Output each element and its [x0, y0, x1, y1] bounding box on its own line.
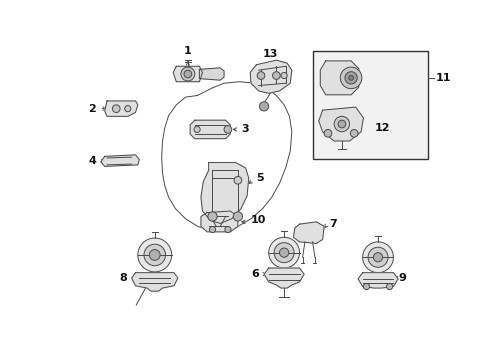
Circle shape	[272, 72, 280, 80]
Circle shape	[143, 244, 165, 266]
Text: 4: 4	[88, 156, 96, 166]
Polygon shape	[104, 101, 138, 116]
Polygon shape	[357, 273, 397, 288]
Circle shape	[224, 126, 231, 133]
Text: 1: 1	[183, 46, 191, 56]
Circle shape	[183, 70, 191, 78]
Text: 11: 11	[435, 73, 450, 83]
Circle shape	[373, 253, 382, 262]
Text: 3: 3	[241, 125, 248, 134]
Polygon shape	[131, 273, 178, 291]
Text: 13: 13	[262, 49, 277, 59]
Circle shape	[386, 283, 392, 289]
Polygon shape	[199, 68, 224, 80]
Circle shape	[138, 238, 171, 272]
Text: 12: 12	[373, 123, 389, 133]
Circle shape	[362, 242, 393, 273]
Circle shape	[194, 126, 200, 132]
Circle shape	[257, 72, 264, 80]
Circle shape	[124, 105, 131, 112]
Text: 9: 9	[397, 273, 405, 283]
Circle shape	[333, 116, 349, 132]
Polygon shape	[318, 107, 363, 141]
Text: 6: 6	[251, 269, 259, 279]
Circle shape	[274, 243, 293, 263]
Circle shape	[363, 283, 369, 289]
Circle shape	[209, 226, 215, 233]
Circle shape	[207, 212, 217, 221]
Polygon shape	[101, 155, 139, 166]
Text: 8: 8	[119, 273, 127, 283]
Text: 5: 5	[256, 173, 264, 183]
Circle shape	[259, 102, 268, 111]
Circle shape	[348, 76, 353, 80]
Circle shape	[181, 67, 194, 81]
Polygon shape	[293, 222, 324, 243]
Bar	[312, 51, 427, 159]
Polygon shape	[250, 60, 291, 93]
Polygon shape	[320, 61, 358, 95]
Circle shape	[268, 237, 299, 268]
Circle shape	[233, 212, 242, 221]
Circle shape	[367, 247, 387, 267]
Polygon shape	[201, 163, 248, 223]
Text: 10: 10	[250, 215, 265, 225]
Circle shape	[224, 226, 230, 233]
Polygon shape	[190, 120, 230, 139]
Circle shape	[281, 72, 286, 78]
Circle shape	[344, 72, 357, 84]
Circle shape	[340, 67, 361, 89]
Text: 2: 2	[88, 104, 96, 114]
Circle shape	[324, 130, 331, 137]
Circle shape	[279, 248, 288, 257]
Text: 7: 7	[328, 219, 336, 229]
Polygon shape	[264, 268, 304, 288]
Circle shape	[337, 120, 345, 128]
Circle shape	[234, 176, 241, 184]
Polygon shape	[201, 211, 238, 232]
Circle shape	[149, 249, 160, 260]
Circle shape	[349, 130, 357, 137]
Polygon shape	[173, 66, 202, 82]
Circle shape	[112, 105, 120, 112]
